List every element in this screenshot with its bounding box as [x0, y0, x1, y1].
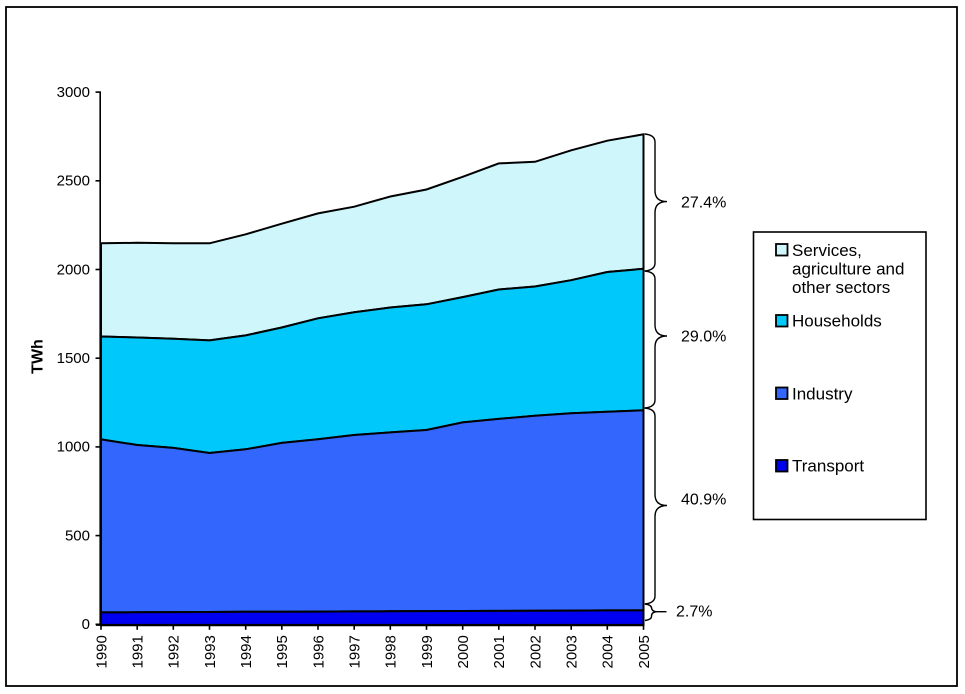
- svg-text:2500: 2500: [57, 173, 90, 190]
- svg-text:27.4%: 27.4%: [681, 195, 726, 212]
- svg-text:29.0%: 29.0%: [681, 329, 726, 346]
- svg-text:2004: 2004: [600, 635, 617, 668]
- svg-text:1998: 1998: [383, 635, 400, 668]
- svg-text:1996: 1996: [310, 635, 327, 668]
- svg-text:2005: 2005: [636, 635, 653, 668]
- svg-text:agriculture and: agriculture and: [792, 260, 904, 279]
- svg-text:500: 500: [65, 527, 90, 544]
- svg-text:1991: 1991: [129, 635, 146, 668]
- svg-text:2000: 2000: [455, 635, 472, 668]
- svg-text:2002: 2002: [527, 635, 544, 668]
- svg-text:Transport: Transport: [792, 457, 864, 476]
- svg-text:2000: 2000: [57, 261, 90, 278]
- svg-text:1997: 1997: [347, 635, 364, 668]
- svg-text:1993: 1993: [202, 635, 219, 668]
- svg-text:TWh: TWh: [30, 339, 47, 374]
- svg-text:1500: 1500: [57, 350, 90, 367]
- svg-text:2.7%: 2.7%: [676, 604, 712, 621]
- svg-text:1000: 1000: [57, 439, 90, 456]
- svg-text:1990: 1990: [93, 635, 110, 668]
- svg-text:40.9%: 40.9%: [681, 492, 726, 509]
- svg-text:1994: 1994: [238, 635, 255, 668]
- svg-text:Industry: Industry: [792, 385, 853, 404]
- svg-text:3000: 3000: [57, 84, 90, 101]
- svg-text:1992: 1992: [166, 635, 183, 668]
- svg-text:1995: 1995: [274, 635, 291, 668]
- svg-text:2003: 2003: [564, 635, 581, 668]
- svg-text:2001: 2001: [491, 635, 508, 668]
- svg-text:Services,: Services,: [792, 241, 862, 260]
- svg-text:other sectors: other sectors: [792, 278, 890, 297]
- svg-text:0: 0: [82, 616, 90, 633]
- svg-text:1999: 1999: [419, 635, 436, 668]
- svg-text:Households: Households: [792, 312, 882, 331]
